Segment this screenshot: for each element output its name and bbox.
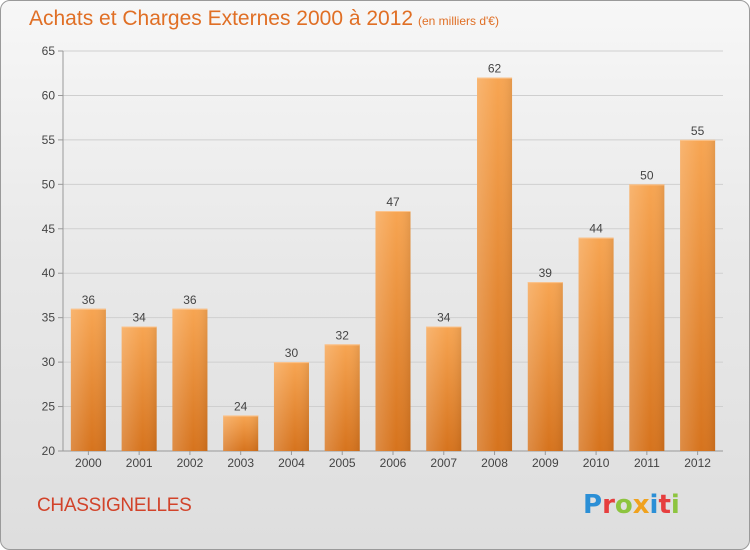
bar-shine (172, 308, 208, 451)
bar-shine (273, 362, 309, 451)
x-tick-label: 2006 (380, 456, 407, 470)
town-name: CHASSIGNELLES (37, 495, 192, 516)
logo-letter: i (649, 490, 659, 520)
data-label: 32 (336, 328, 350, 342)
y-tick-label: 35 (42, 311, 56, 325)
bar-shine (629, 184, 665, 452)
data-label: 24 (234, 399, 248, 413)
x-tick-label: 2010 (583, 456, 610, 470)
data-label: 44 (589, 222, 603, 236)
x-tick-label: 2002 (177, 456, 204, 470)
data-label: 34 (437, 311, 451, 325)
x-tick-label: 2005 (329, 456, 356, 470)
x-tick-label: 2008 (481, 456, 508, 470)
x-tick-label: 2004 (278, 456, 305, 470)
bar-shine (527, 282, 563, 451)
bar-shine (426, 326, 462, 451)
data-label: 39 (539, 266, 553, 280)
x-tick-label: 2003 (227, 456, 254, 470)
x-tick-label: 2012 (684, 456, 711, 470)
data-label: 36 (82, 293, 96, 307)
chart-subtitle: (en milliers d'€) (418, 14, 499, 28)
data-label: 55 (691, 124, 705, 138)
x-tick-label: 2007 (430, 456, 457, 470)
bar-shine (121, 326, 157, 451)
chart-title: Achats et Charges Externes 2000 à 2012 (29, 7, 414, 30)
y-tick-label: 50 (42, 177, 56, 191)
bar-shine (477, 77, 513, 452)
bar-shine (223, 415, 259, 451)
bars (70, 77, 716, 452)
logo-letter: x (632, 490, 650, 520)
bar-shine (375, 211, 411, 451)
y-tick-label: 25 (42, 400, 56, 414)
x-tick-label: 2011 (634, 456, 660, 470)
data-labels: 36 34 36 24 30 32 47 34 62 39 44 50 55 (82, 62, 705, 414)
y-tick-label: 40 (42, 266, 56, 280)
x-tick-label: 2009 (532, 456, 559, 470)
bar-shine (70, 308, 106, 451)
logo-letter: r (602, 490, 615, 520)
x-tick-label: 2000 (75, 456, 102, 470)
y-tick-label: 65 (42, 44, 56, 58)
y-tick-label: 60 (42, 88, 56, 102)
bar-shine (324, 344, 360, 451)
bar-shine (680, 139, 716, 451)
data-label: 62 (488, 62, 502, 76)
logo-letter: o (614, 490, 633, 520)
y-tick-label: 45 (42, 222, 56, 236)
x-tick-label: 2001 (126, 456, 153, 470)
data-label: 36 (183, 293, 197, 307)
logo-letter: i (670, 490, 680, 520)
proxiti-logo[interactable]: Proxiti (583, 490, 680, 520)
y-tick-label: 30 (42, 355, 56, 369)
logo-letter: t (658, 490, 671, 520)
data-label: 50 (640, 168, 654, 182)
data-label: 34 (132, 311, 146, 325)
logo-letter: P (583, 490, 603, 520)
tick-labels: 20 25 30 35 40 45 50 55 60 65 2000 2001 2002 2003 2004… (42, 44, 712, 470)
data-label: 30 (285, 346, 299, 360)
data-label: 47 (386, 195, 400, 209)
bar-shine (578, 237, 614, 451)
y-tick-label: 55 (42, 133, 56, 147)
y-tick-label: 20 (42, 444, 56, 458)
